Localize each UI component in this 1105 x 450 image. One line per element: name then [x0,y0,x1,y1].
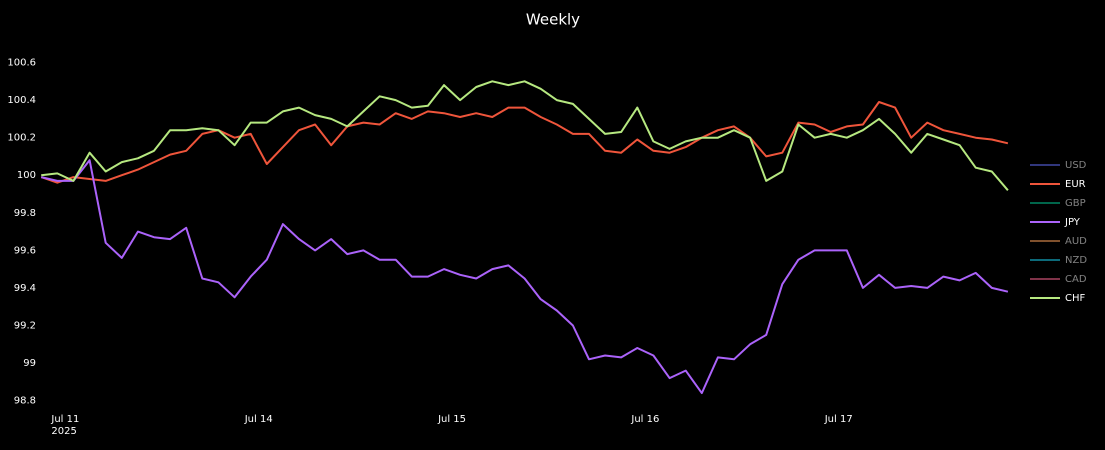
legend-label: CHF [1065,293,1086,304]
x-tick-label: Jul 15 [438,414,467,425]
series-line [40,159,1009,395]
y-tick-label: 99.2 [14,320,36,331]
x-tick-label: Jul 16 [631,414,660,425]
x-tick-label: Jul 14 [244,414,273,425]
legend-label: NZD [1065,255,1087,266]
chart-title: Weekly [526,11,580,29]
legend-label: CAD [1065,274,1087,285]
y-tick-label: 100.2 [7,133,36,144]
y-tick-label: 98.8 [14,396,36,407]
legend-label: USD [1065,160,1087,171]
legend-label: EUR [1065,179,1086,190]
y-tick-label: 100 [17,170,36,181]
y-tick-label: 100.6 [7,58,36,69]
y-tick-label: 99 [23,358,36,369]
legend-label: AUD [1065,236,1087,247]
series-line [41,80,1009,191]
y-tick-label: 99.6 [14,245,36,256]
y-tick-label: 100.4 [7,95,36,106]
x-tick-label: Jul 17 [824,414,853,425]
legend-label: GBP [1065,198,1086,209]
legend-label: JPY [1064,217,1081,228]
y-tick-label: 99.8 [14,208,36,219]
series-line [40,101,1009,184]
x-tick-label: Jul 11 2025 [51,414,80,437]
y-tick-label: 99.4 [14,283,36,294]
